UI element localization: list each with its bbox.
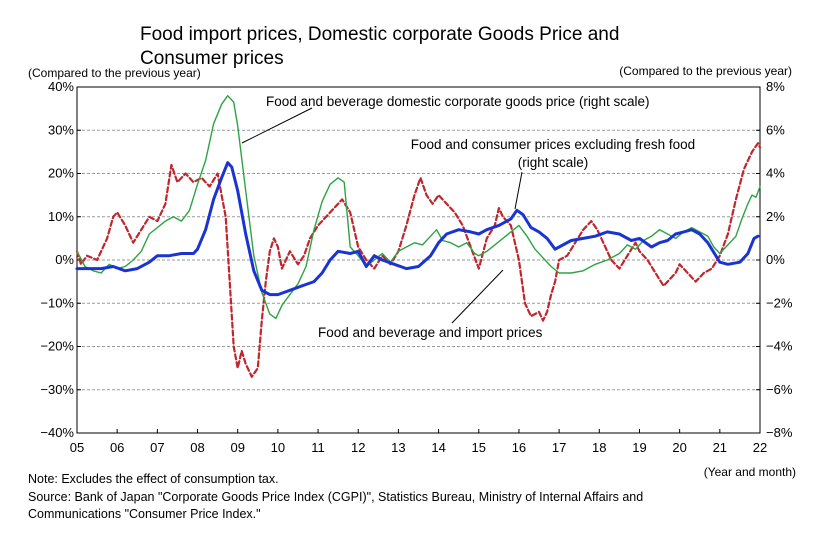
right-tick-label: 2%: [766, 209, 785, 224]
series-line-import: [75, 142, 762, 378]
annotation-cpi-leader: [514, 171, 523, 210]
annotation-cpi-label-line1: Food and consumer prices excluding fresh…: [411, 137, 695, 152]
annotation-import-leader: [451, 269, 504, 324]
right-tick-label: 0%: [766, 252, 785, 267]
x-tick-label: 22: [753, 440, 767, 455]
x-tick-label: 12: [351, 440, 365, 455]
right-tick-label: 6%: [766, 122, 785, 137]
annotation-cpi: Food and consumer prices excluding fresh…: [411, 137, 695, 210]
x-tick-label: 07: [150, 440, 164, 455]
x-tick-label: 10: [271, 440, 285, 455]
left-axis-caption: (Compared to the previous year): [28, 66, 201, 80]
annotation-import: Food and beverage and import prices: [318, 269, 543, 340]
series-lines: [75, 95, 762, 378]
annotation-cpi-label-line2: (right scale): [518, 155, 589, 170]
right-tick-label: −8%: [766, 425, 793, 440]
source-text-line2: Communications "Consumer Price Index.": [28, 507, 261, 521]
left-tick-label: 0%: [55, 252, 74, 267]
left-tick-label: 40%: [48, 79, 74, 94]
x-tick-label: 14: [431, 440, 445, 455]
x-tick-label: 08: [190, 440, 204, 455]
right-axis-caption: (Compared to the previous year): [619, 64, 792, 78]
annotation-import-label: Food and beverage and import prices: [318, 325, 543, 340]
x-tick-label: 21: [713, 440, 727, 455]
left-tick-label: −20%: [40, 339, 74, 354]
x-tick-label: 17: [552, 440, 566, 455]
left-tick-label: 20%: [48, 166, 74, 181]
x-tick-label: 19: [632, 440, 646, 455]
annotation-domestic-leader: [241, 107, 313, 144]
x-axis-caption: (Year and month): [704, 465, 796, 479]
left-tick-label: 10%: [48, 209, 74, 224]
left-tick-label: −30%: [40, 382, 74, 397]
x-tick-label: 18: [592, 440, 606, 455]
chart-title-line1: Food import prices, Domestic corporate G…: [140, 24, 619, 45]
x-tick-label: 05: [70, 440, 84, 455]
x-tick-label: 20: [672, 440, 686, 455]
left-tick-label: −40%: [40, 425, 74, 440]
annotation-domestic: Food and beverage domestic corporate goo…: [241, 94, 649, 144]
annotation-domestic-label: Food and beverage domestic corporate goo…: [266, 94, 649, 109]
right-tick-label: −6%: [766, 382, 793, 397]
series-line-cpi: [75, 161, 760, 297]
right-tick-label: −4%: [766, 339, 793, 354]
x-tick-label: 06: [110, 440, 124, 455]
left-tick-label: 30%: [48, 122, 74, 137]
source-text-line1: Source: Bank of Japan "Corporate Goods P…: [28, 490, 643, 504]
x-tick-label: 16: [512, 440, 526, 455]
gridlines: [77, 129, 760, 391]
series-line-domestic: [76, 95, 761, 320]
axis-ticks: 40% 8% 30% 6% 20% 4% 10% 2% 0% 0% −10% −2% −20% −4% −3…: [40, 79, 792, 455]
left-tick-label: −10%: [40, 295, 74, 310]
right-tick-label: 8%: [766, 79, 785, 94]
x-tick-label: 13: [391, 440, 405, 455]
right-tick-label: 4%: [766, 166, 785, 181]
x-tick-label: 15: [472, 440, 486, 455]
note-text: Note: Excludes the effect of consumption…: [28, 472, 279, 486]
right-tick-label: −2%: [766, 295, 793, 310]
chart-title-line2: Consumer prices: [140, 48, 284, 69]
x-tick-label: 11: [311, 440, 325, 455]
x-tick-label: 09: [230, 440, 244, 455]
